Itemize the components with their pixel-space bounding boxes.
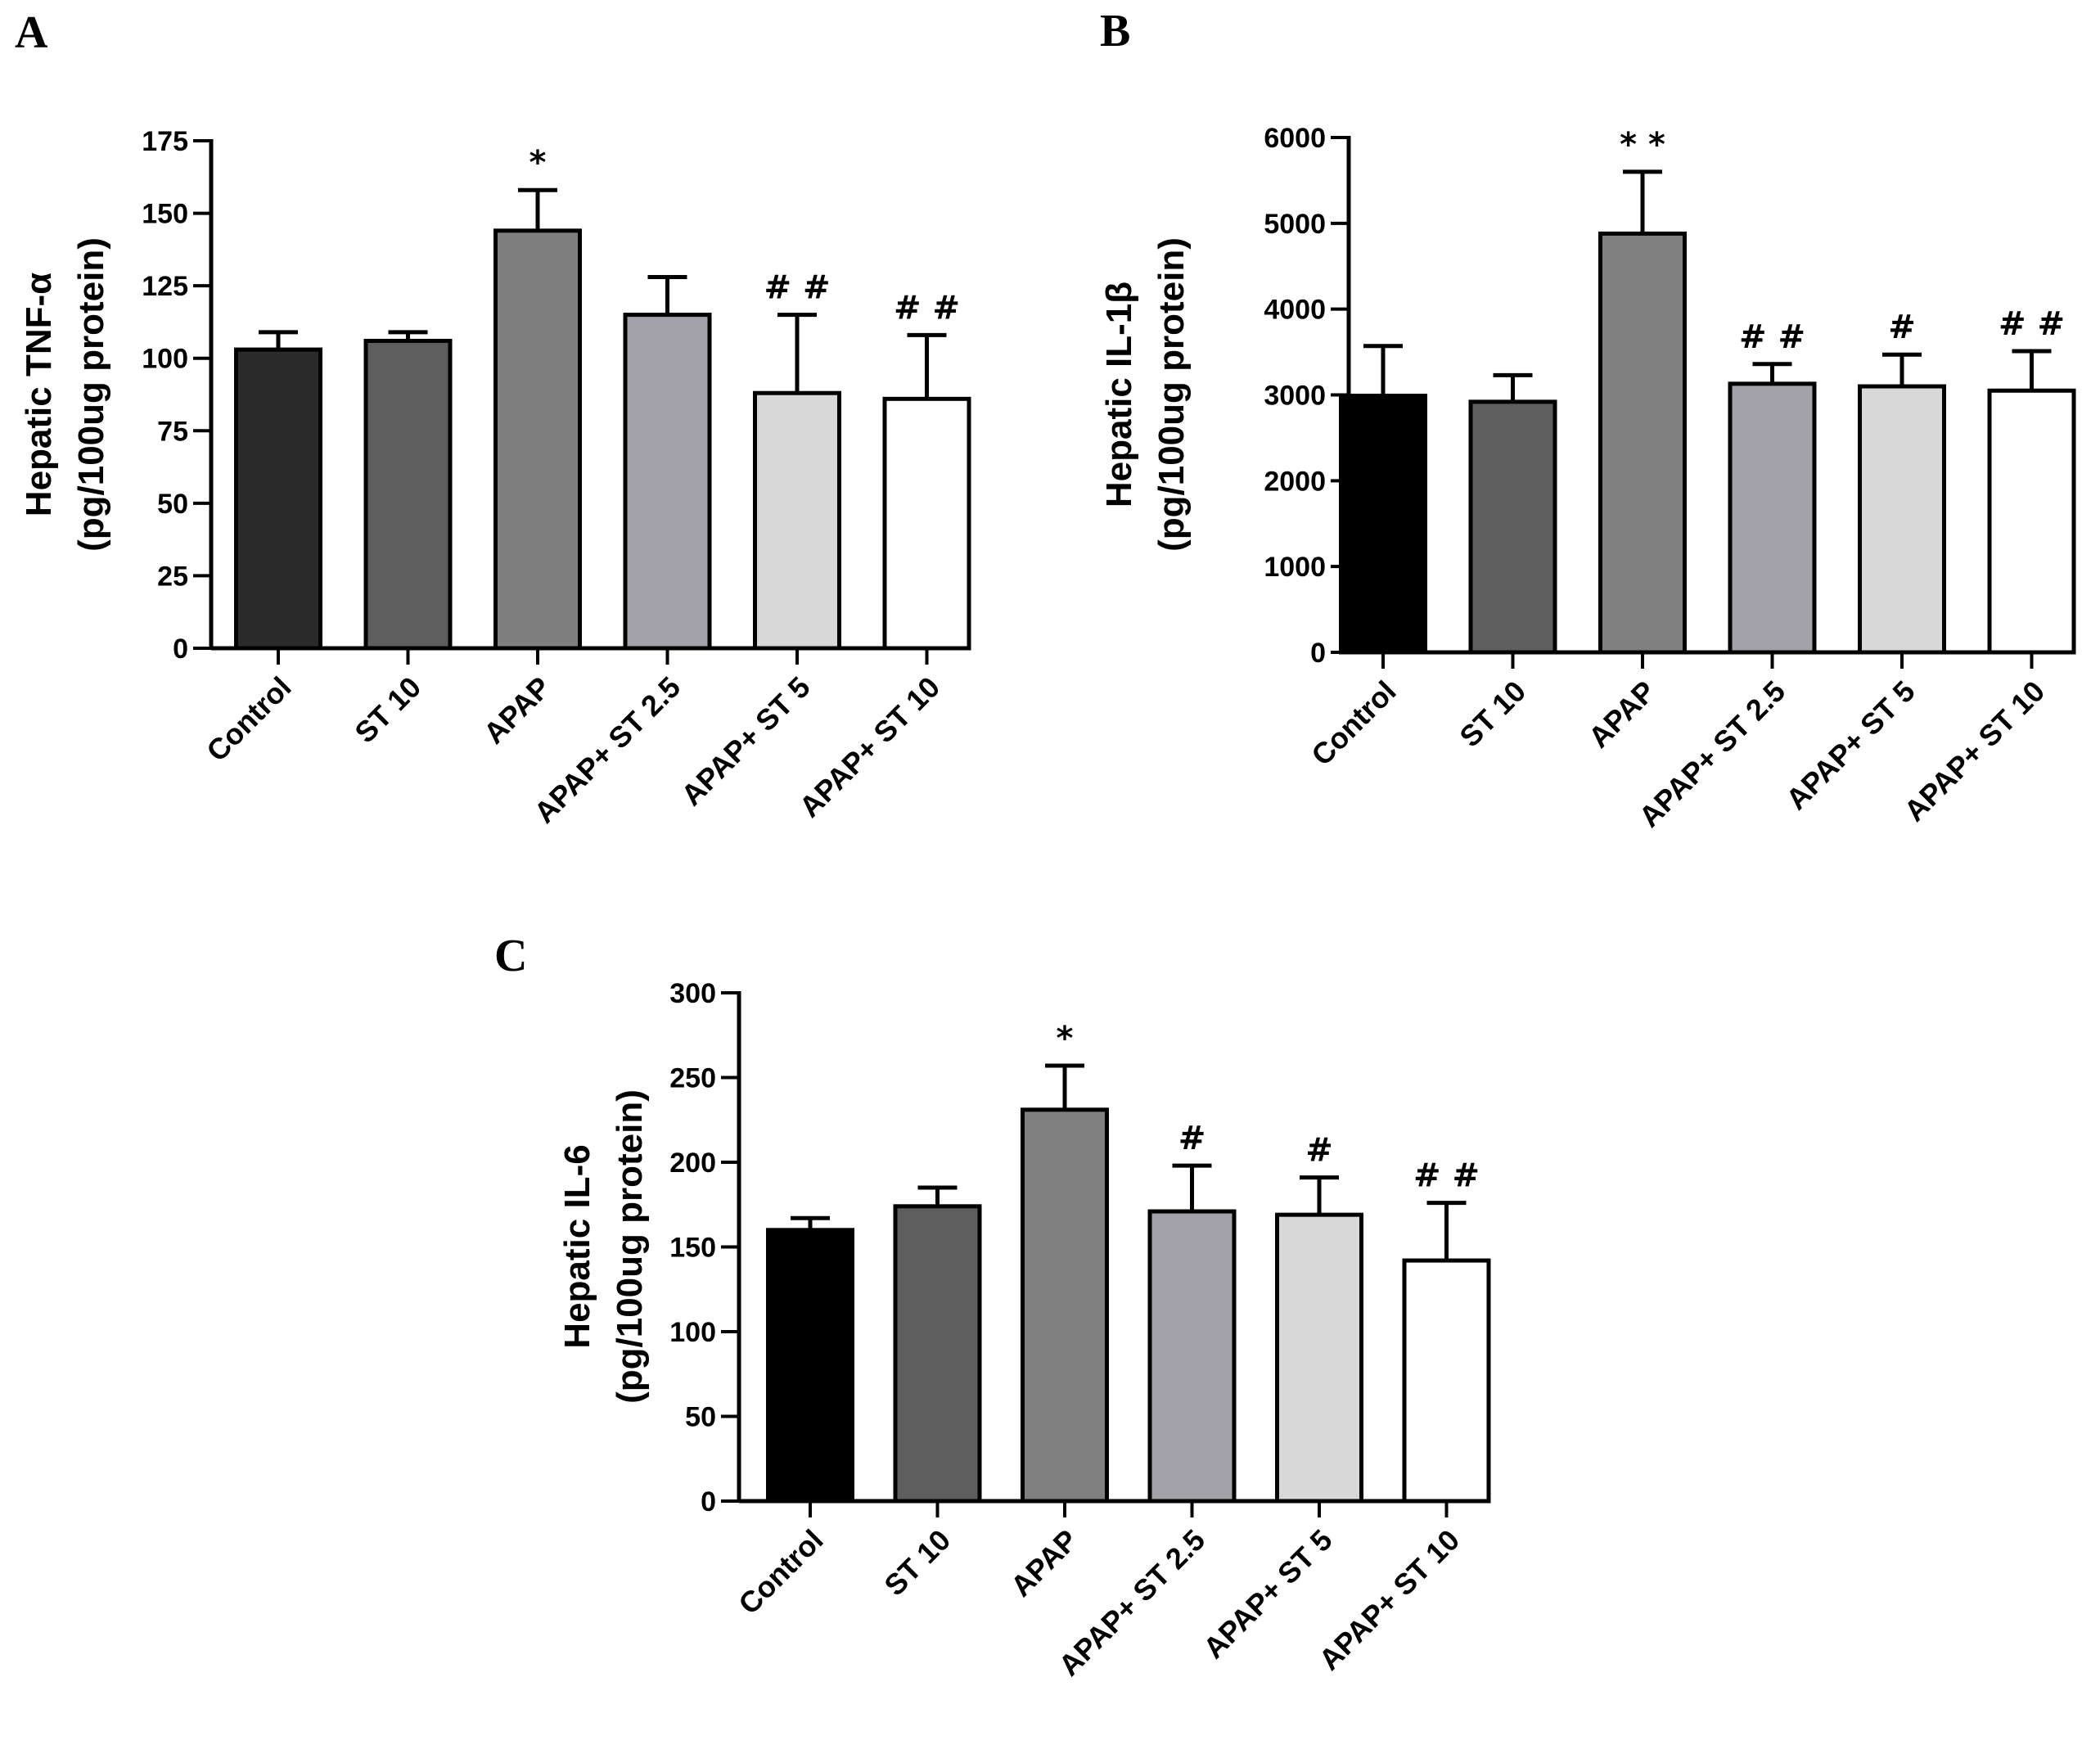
bar — [1275, 1212, 1363, 1504]
bar — [1021, 1107, 1109, 1504]
y-tick-label: 150 — [142, 199, 188, 230]
x-tick-label: APAP — [1582, 674, 1662, 755]
y-tick-label: 3000 — [1264, 381, 1326, 412]
panel-letter: C — [494, 931, 527, 981]
y-tick-label: 1000 — [1264, 552, 1326, 583]
x-tick-label: ST 10 — [877, 1523, 957, 1603]
y-tick-label: 100 — [669, 1317, 716, 1348]
y-tick-label: 100 — [142, 344, 188, 375]
bar — [1147, 1209, 1237, 1504]
y-tick-label: 25 — [157, 561, 188, 592]
significance-mark: # # — [894, 289, 960, 327]
significance-mark: # — [1305, 1132, 1333, 1170]
y-tick-label: 2000 — [1264, 466, 1326, 497]
y-tick-label: 150 — [669, 1233, 716, 1264]
significance-mark: # # — [1999, 305, 2065, 343]
y-tick-label: 0 — [173, 634, 188, 665]
y-axis-title-units: (pg/100ug protein) — [71, 237, 111, 552]
x-tick-label: Control — [200, 670, 297, 768]
y-tick-label: 0 — [701, 1486, 716, 1517]
bar — [1987, 388, 2076, 655]
bar — [1402, 1258, 1491, 1504]
x-tick-label: APAP+ ST 5 — [1196, 1523, 1339, 1666]
y-tick-label: 50 — [157, 489, 188, 520]
y-axis-title: Hepatic TNF-α — [19, 273, 59, 516]
y-tick-label: 175 — [142, 126, 188, 157]
bar — [893, 1204, 982, 1504]
bar — [882, 396, 971, 651]
significance-mark: # # — [1739, 318, 1805, 356]
significance-mark: # — [1178, 1120, 1206, 1157]
bar — [766, 1228, 854, 1504]
bar — [363, 338, 453, 651]
bar — [1598, 231, 1687, 655]
x-tick-label: APAP — [1004, 1523, 1084, 1603]
chart-panel-b: B Hepatic IL-1β (pg/100ug protein) 0 1000 200… — [1099, 6, 2076, 833]
panel-letter: B — [1100, 6, 1130, 56]
y-tick-label: 6000 — [1264, 123, 1326, 154]
y-axis-title: Hepatic IL-1β — [1099, 282, 1139, 507]
significance-mark: # # — [764, 269, 831, 307]
y-tick-label: 125 — [142, 271, 188, 302]
significance-mark: * — [530, 144, 547, 182]
bar — [1858, 384, 1946, 655]
y-axis-title: Hepatic IL-6 — [557, 1144, 597, 1348]
significance-mark: * — [1057, 1020, 1074, 1057]
bar — [753, 390, 841, 651]
chart-panel-c: C Hepatic IL-6 (pg/100ug protein) 0 50 100 150… — [494, 931, 1491, 1682]
bar — [493, 228, 582, 651]
y-tick-label: 300 — [669, 978, 716, 1009]
y-tick-label: 0 — [1310, 638, 1326, 669]
y-axis-title-units: (pg/100ug protein) — [610, 1089, 650, 1404]
x-tick-label: APAP+ ST 5 — [674, 670, 817, 813]
y-tick-label: 250 — [669, 1063, 716, 1094]
x-tick-label: ST 10 — [348, 670, 427, 750]
significance-mark: # # — [1413, 1157, 1480, 1195]
chart-panel-a: A Hepatic TNF-α (pg/100ug protein) 0 25 50 75 1… — [15, 7, 971, 829]
bar — [623, 313, 712, 651]
y-axis-title-units: (pg/100ug protein) — [1151, 237, 1192, 552]
significance-mark: # — [1888, 309, 1916, 346]
x-tick-label: APAP+ ST 5 — [1779, 674, 1922, 817]
bar — [1339, 394, 1427, 655]
significance-mark: * * — [1620, 126, 1665, 164]
y-tick-label: 75 — [157, 416, 188, 447]
y-tick-label: 5000 — [1264, 209, 1326, 240]
y-tick-label: 200 — [669, 1148, 716, 1179]
x-tick-label: APAP — [477, 670, 557, 751]
x-tick-label: Control — [732, 1523, 829, 1621]
x-tick-label: ST 10 — [1453, 674, 1532, 754]
y-tick-label: 50 — [685, 1402, 716, 1433]
bar — [1728, 381, 1817, 655]
y-tick-label: 4000 — [1264, 295, 1326, 326]
panel-letter: A — [15, 7, 48, 58]
bar — [234, 347, 322, 651]
bar — [1468, 399, 1557, 655]
x-tick-label: Control — [1305, 674, 1402, 772]
